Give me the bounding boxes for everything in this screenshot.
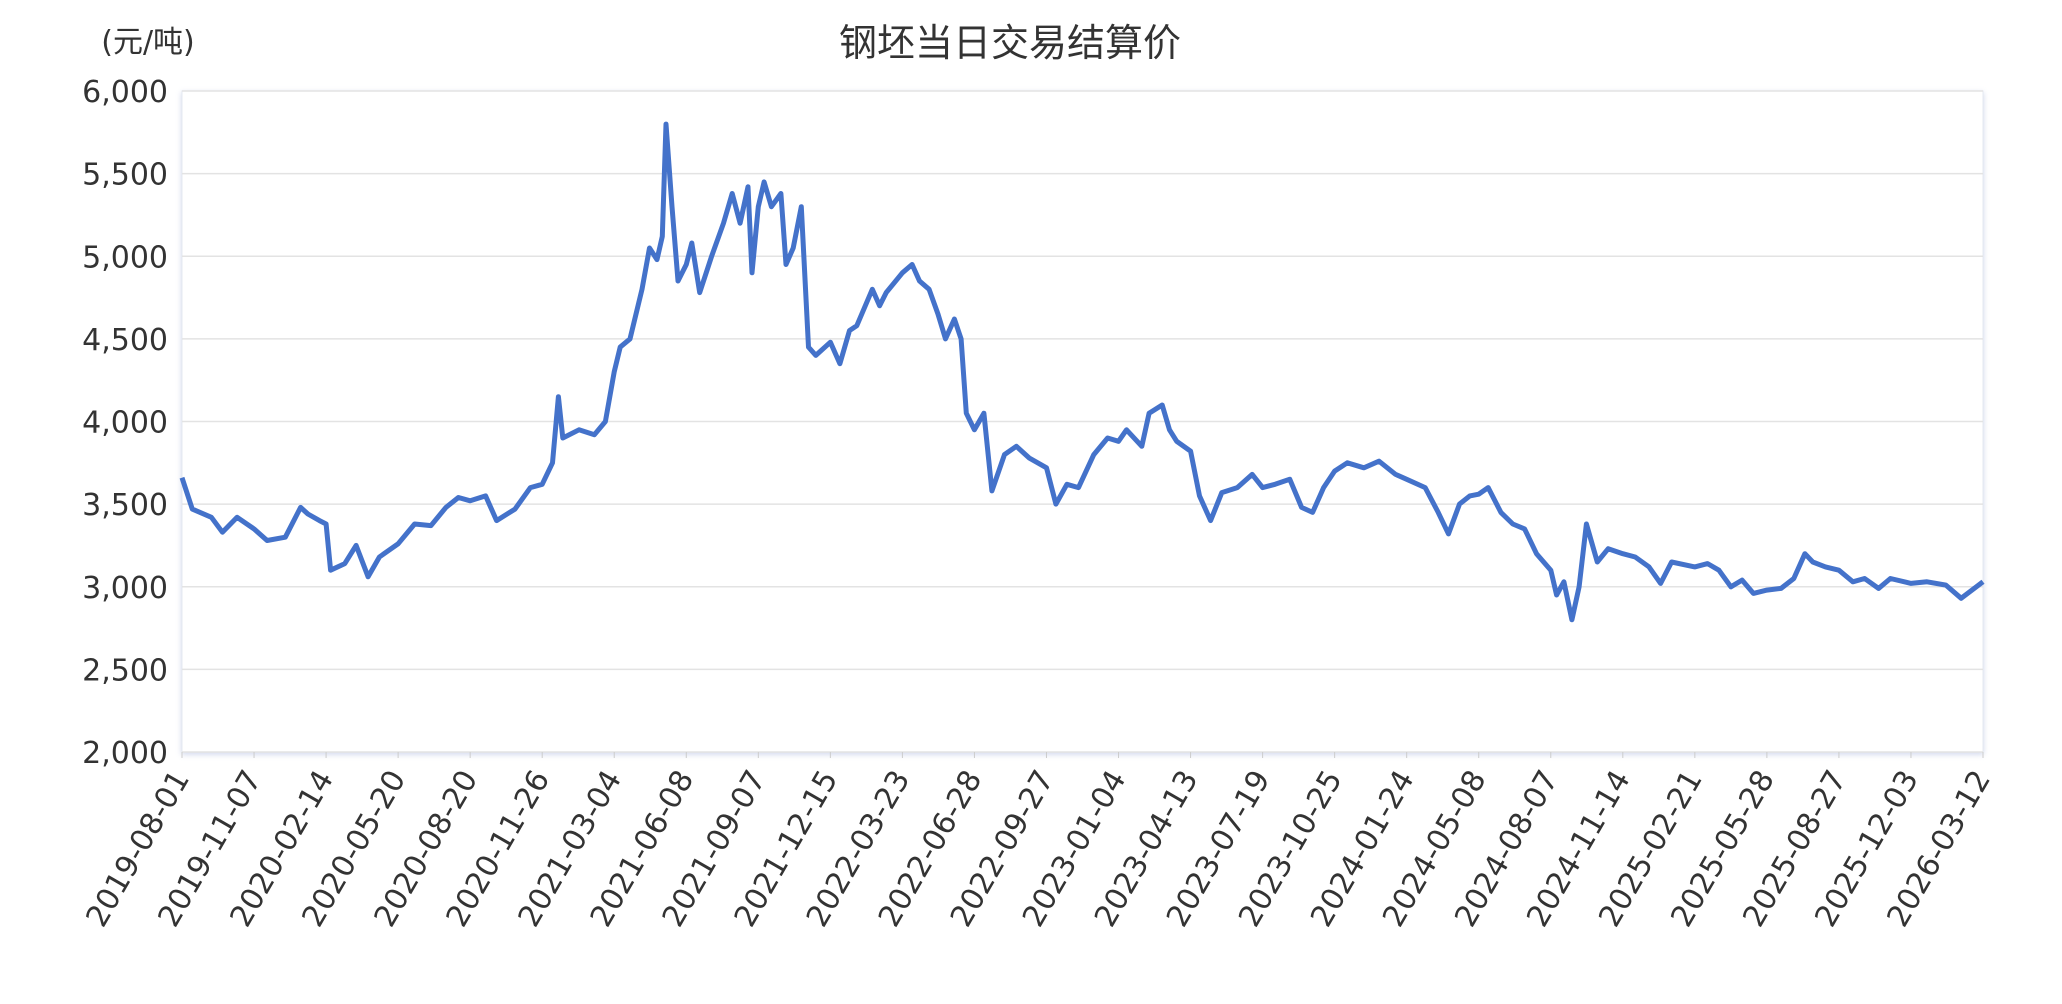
y-tick-label: 2,500 — [82, 653, 168, 688]
y-tick-label: 2,000 — [82, 736, 168, 771]
y-tick-label: 4,000 — [82, 406, 168, 441]
y-tick-label: 6,000 — [82, 75, 168, 110]
price-line — [179, 121, 1985, 623]
y-tick-label: 5,500 — [82, 158, 168, 193]
y-axis-label: (元/吨) — [101, 25, 195, 60]
y-tick-label: 4,500 — [82, 323, 168, 358]
y-tick-label: 3,000 — [82, 571, 168, 606]
chart-title: 钢坯当日交易结算价 — [839, 21, 1181, 65]
y-tick-label: 5,000 — [82, 240, 168, 275]
y-tick-label: 3,500 — [82, 488, 168, 523]
